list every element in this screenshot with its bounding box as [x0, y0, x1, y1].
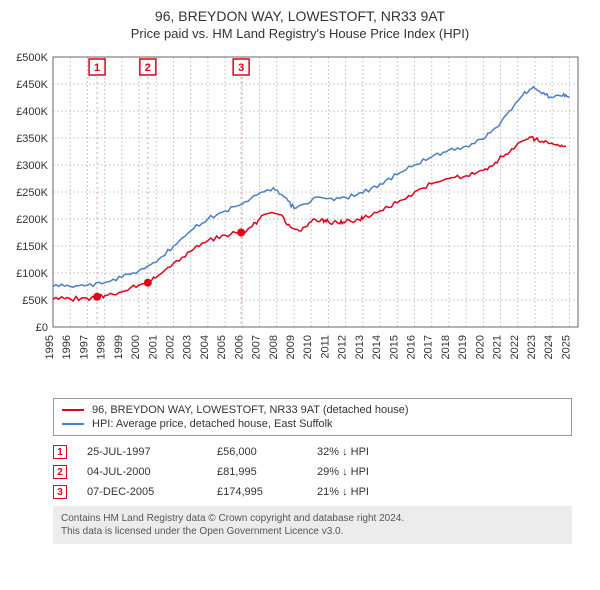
sale-pct: 21% ↓ HPI	[317, 486, 427, 498]
svg-text:2012: 2012	[337, 335, 349, 359]
svg-text:1: 1	[94, 62, 100, 74]
svg-text:2013: 2013	[354, 335, 366, 359]
legend-item: HPI: Average price, detached house, East…	[62, 417, 563, 431]
legend-swatch	[62, 409, 84, 411]
legend-label: HPI: Average price, detached house, East…	[92, 418, 333, 430]
svg-text:1997: 1997	[78, 335, 90, 359]
svg-text:2022: 2022	[509, 335, 521, 359]
table-row: 3 07-DEC-2005 £174,995 21% ↓ HPI	[53, 482, 572, 502]
svg-text:2004: 2004	[199, 335, 211, 359]
svg-text:2020: 2020	[474, 335, 486, 359]
legend-label: 96, BREYDON WAY, LOWESTOFT, NR33 9AT (de…	[92, 404, 408, 416]
sale-pct: 29% ↓ HPI	[317, 466, 427, 478]
legend-swatch	[62, 423, 84, 425]
svg-text:2014: 2014	[371, 335, 383, 359]
svg-text:2009: 2009	[285, 335, 297, 359]
svg-text:2024: 2024	[543, 335, 555, 359]
sale-date: 04-JUL-2000	[87, 466, 197, 478]
page-subtitle: Price paid vs. HM Land Registry's House …	[8, 26, 592, 41]
svg-text:£400K: £400K	[16, 106, 48, 118]
svg-text:2010: 2010	[302, 335, 314, 359]
page-title: 96, BREYDON WAY, LOWESTOFT, NR33 9AT	[8, 8, 592, 24]
chart-container: £0 £50K £100K £150K £200K £250K £300K £350K £400…	[8, 47, 592, 392]
table-row: 2 04-JUL-2000 £81,995 29% ↓ HPI	[53, 462, 572, 482]
svg-text:2: 2	[145, 62, 151, 74]
svg-text:£450K: £450K	[16, 79, 48, 91]
sale-marker-icon: 3	[53, 485, 67, 499]
svg-text:1999: 1999	[113, 335, 125, 359]
svg-text:£300K: £300K	[16, 160, 48, 172]
svg-text:2023: 2023	[526, 335, 538, 359]
svg-text:2003: 2003	[182, 335, 194, 359]
svg-text:£500K: £500K	[16, 52, 48, 64]
sale-price: £56,000	[217, 446, 297, 458]
svg-text:2006: 2006	[233, 335, 245, 359]
legend-item: 96, BREYDON WAY, LOWESTOFT, NR33 9AT (de…	[62, 403, 563, 417]
svg-text:2016: 2016	[405, 335, 417, 359]
svg-text:2007: 2007	[251, 335, 263, 359]
legend: 96, BREYDON WAY, LOWESTOFT, NR33 9AT (de…	[53, 398, 572, 436]
svg-text:2025: 2025	[560, 335, 572, 359]
svg-text:2008: 2008	[268, 335, 280, 359]
sale-marker-icon: 1	[53, 445, 67, 459]
svg-text:£350K: £350K	[16, 133, 48, 145]
table-row: 1 25-JUL-1997 £56,000 32% ↓ HPI	[53, 442, 572, 462]
svg-text:1995: 1995	[44, 335, 56, 359]
svg-text:2015: 2015	[388, 335, 400, 359]
sale-marker-icon: 2	[53, 465, 67, 479]
sales-table: 1 25-JUL-1997 £56,000 32% ↓ HPI 2 04-JUL…	[53, 442, 572, 502]
svg-text:2001: 2001	[147, 335, 159, 359]
svg-text:2005: 2005	[216, 335, 228, 359]
svg-text:1998: 1998	[96, 335, 108, 359]
svg-text:2000: 2000	[130, 335, 142, 359]
svg-text:£50K: £50K	[22, 295, 48, 307]
svg-text:£200K: £200K	[16, 214, 48, 226]
svg-text:2002: 2002	[164, 335, 176, 359]
attribution-footer: Contains HM Land Registry data © Crown c…	[53, 506, 572, 544]
svg-text:2021: 2021	[492, 335, 504, 359]
svg-text:£100K: £100K	[16, 268, 48, 280]
sale-price: £174,995	[217, 486, 297, 498]
svg-text:£0: £0	[36, 322, 48, 334]
svg-text:2019: 2019	[457, 335, 469, 359]
svg-text:2017: 2017	[423, 335, 435, 359]
sale-date: 07-DEC-2005	[87, 486, 197, 498]
price-chart: £0 £50K £100K £150K £200K £250K £300K £350K £400…	[8, 47, 592, 387]
sale-pct: 32% ↓ HPI	[317, 446, 427, 458]
sale-date: 25-JUL-1997	[87, 446, 197, 458]
sale-price: £81,995	[217, 466, 297, 478]
svg-text:£250K: £250K	[16, 187, 48, 199]
footer-line: Contains HM Land Registry data © Crown c…	[61, 512, 564, 525]
svg-text:2011: 2011	[319, 335, 331, 359]
svg-text:£150K: £150K	[16, 241, 48, 253]
footer-line: This data is licensed under the Open Gov…	[61, 525, 564, 538]
svg-text:2018: 2018	[440, 335, 452, 359]
svg-text:1996: 1996	[61, 335, 73, 359]
svg-text:3: 3	[238, 62, 244, 74]
